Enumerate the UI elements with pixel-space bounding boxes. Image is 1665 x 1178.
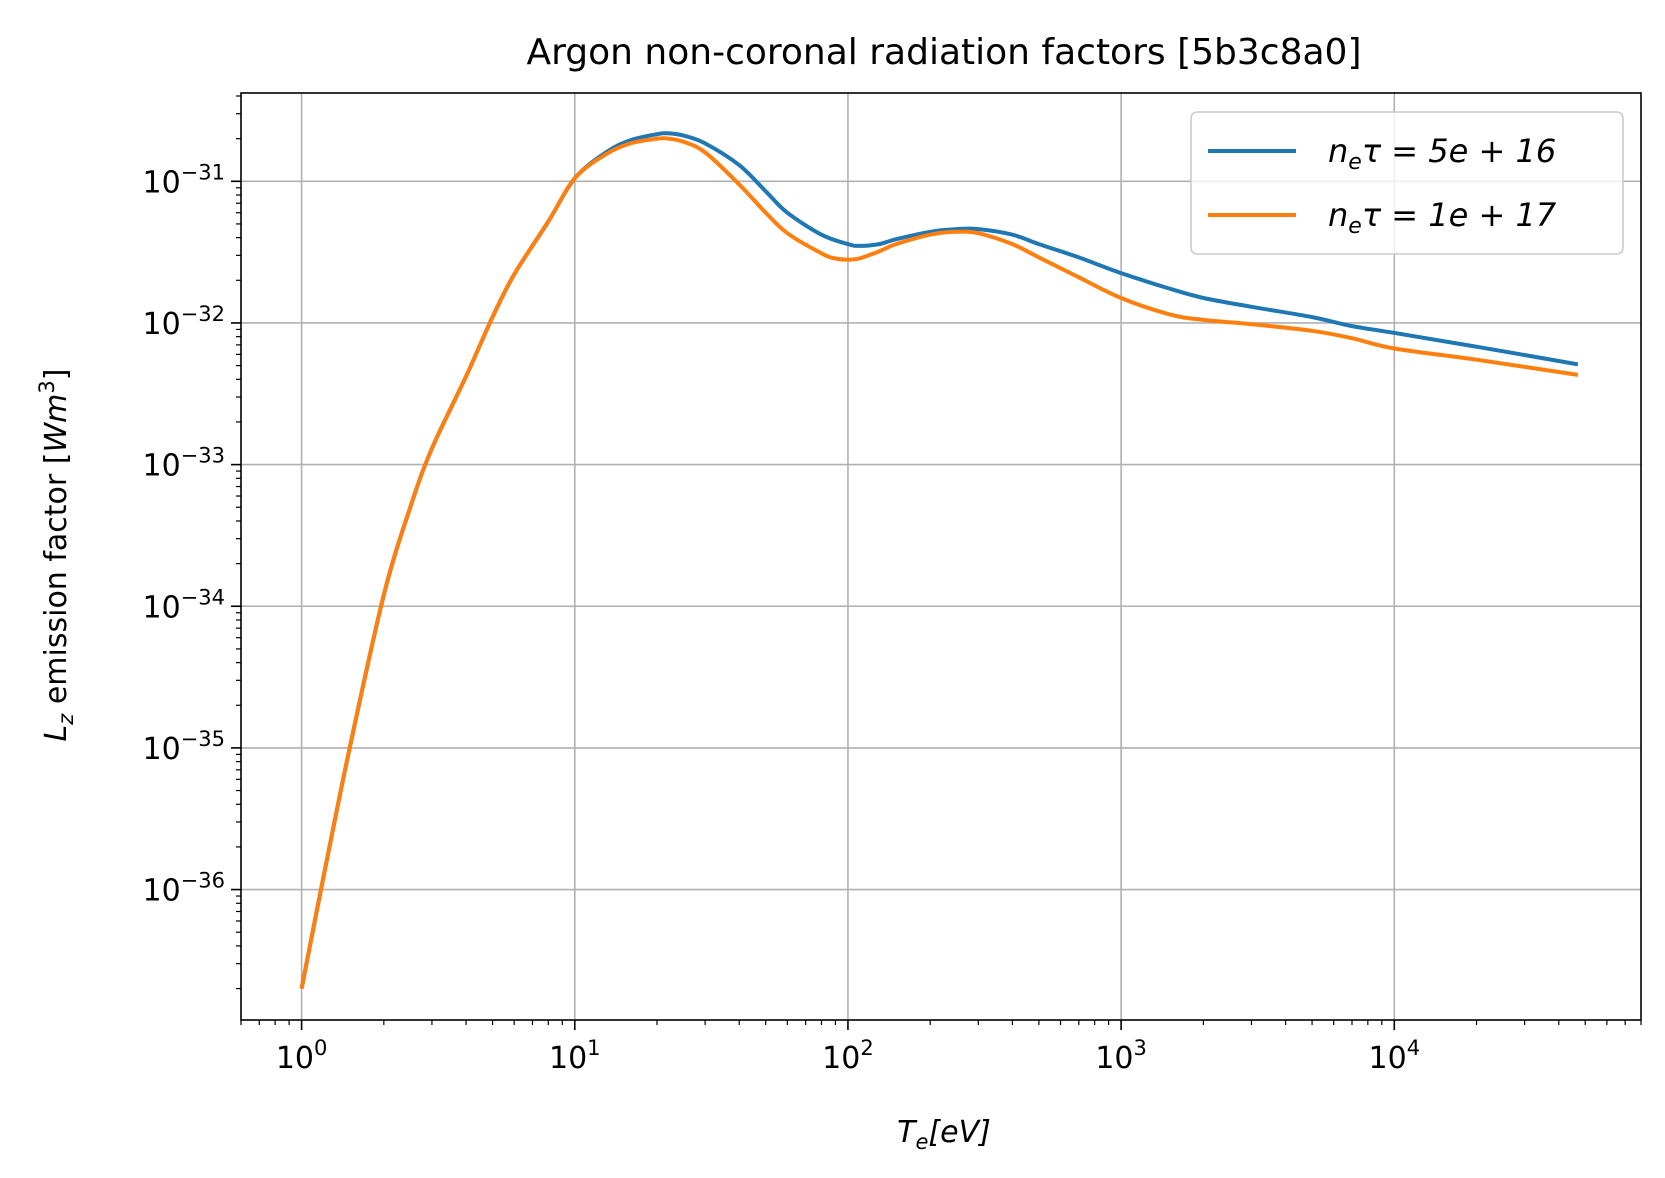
grid-lines [241,93,1641,1020]
x-label-rest: [eV] [928,1115,990,1150]
y-label-main: L [39,725,74,742]
x-tick-label: 101 [549,1036,601,1076]
legend-label-2: neτ = 1e + 17 [1328,196,1557,239]
y-label-sup: 3 [35,380,59,393]
y-axis-label: Lz emission factor [Wm3] [35,369,78,742]
y-axis: 10−31 10−32 10−33 10−34 10−35 10−36 [142,95,241,990]
plot-frame [240,92,1642,1021]
series-layer [299,131,1579,989]
x-label-sub: e [916,1130,929,1154]
x-label-main: T [897,1115,918,1150]
y-tick-label: 10−32 [142,302,225,342]
y-label-close: ] [39,369,74,381]
y-tick-label: 10−33 [142,444,225,484]
legend-box [1190,111,1624,255]
y-label-mid: emission factor [ [39,453,74,714]
legend: neτ = 5e + 16 neτ = 1e + 17 [1190,111,1624,255]
x-tick-label: 103 [1095,1036,1147,1076]
y-tick-label: 10−31 [142,160,225,200]
chart-title: Argon non-coronal radiation factors [5b3… [526,32,1361,73]
series-line-2 [299,136,1579,989]
x-axis-label: Te[eV] [897,1115,991,1154]
y-tick-label: 10−36 [142,869,225,909]
y-label-sub: z [54,713,78,726]
y-tick-label: 10−35 [142,727,225,767]
y-label-unit: Wm [39,394,74,453]
x-tick-label: 100 [276,1036,328,1076]
x-axis: 100 101 102 103 104 [240,1020,1642,1076]
legend-label-1: neτ = 5e + 16 [1328,132,1556,175]
y-tick-label: 10−34 [142,585,225,625]
x-tick-label: 104 [1369,1036,1421,1076]
x-tick-label: 102 [822,1036,874,1076]
